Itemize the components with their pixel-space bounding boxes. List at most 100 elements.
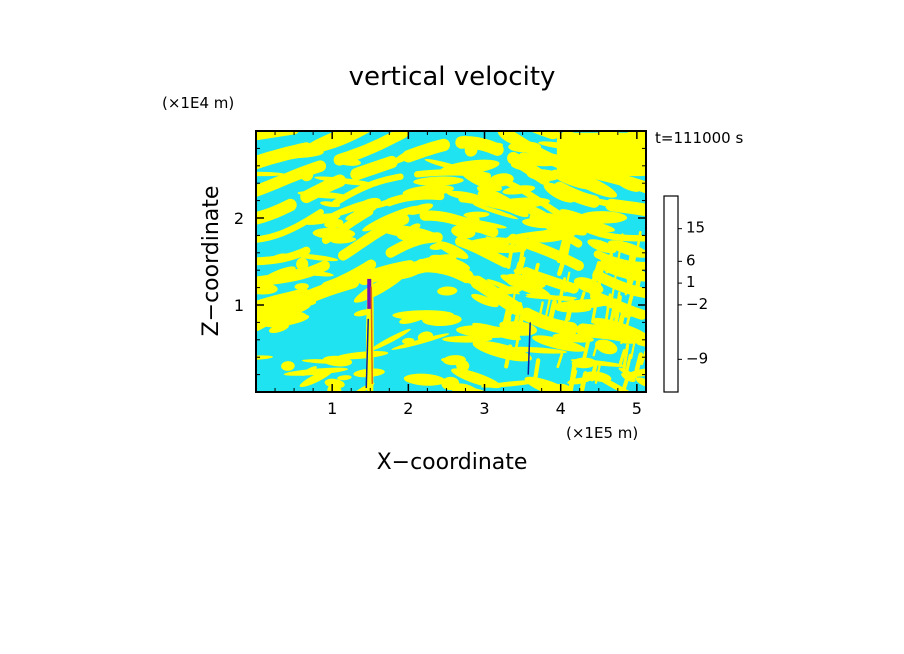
field-striation: [506, 241, 515, 269]
colorbar-tick-label: −9: [686, 349, 708, 367]
velocity-column: [365, 278, 374, 392]
field-blob: [353, 271, 407, 303]
plot-frame: [255, 130, 647, 393]
colorbar-tick-label: −2: [686, 295, 708, 313]
field-striation: [618, 349, 627, 365]
field-blob: [268, 323, 290, 334]
field-blob: [336, 157, 361, 166]
field-blob: [281, 361, 295, 371]
x-tick-label: 3: [479, 399, 489, 418]
wave-band: [256, 136, 646, 225]
field-blob: [407, 203, 434, 215]
field-blob: [594, 339, 618, 355]
field-striation: [504, 344, 513, 369]
x-axis-label: X−coordinate: [377, 450, 528, 475]
field-striation: [592, 340, 599, 357]
x-tick-label: 4: [556, 399, 566, 418]
field-blob: [439, 159, 500, 176]
field-blob: [399, 312, 430, 324]
field-blob: [464, 143, 478, 157]
field-blob: [607, 240, 646, 258]
field-blob: [301, 366, 317, 376]
field-striation: [627, 287, 636, 308]
velocity-columns: [365, 278, 531, 392]
field-blob: [526, 169, 560, 182]
y-tick-label: 2: [234, 209, 244, 228]
field-striation: [579, 371, 588, 392]
field-blob: [617, 138, 646, 148]
field-blob: [300, 168, 314, 182]
y-axis-label: Z−coordinate: [199, 186, 224, 337]
field-striation: [590, 361, 598, 382]
field-blob: [579, 211, 628, 224]
field-blob: [451, 368, 502, 389]
field-striation: [564, 271, 571, 293]
downdraft-edge: [527, 322, 531, 375]
field-blob: [467, 226, 490, 234]
field-striation: [512, 336, 520, 361]
field-striation: [513, 301, 523, 325]
field-blob: [549, 157, 593, 180]
y-tick-label: 1: [234, 296, 244, 315]
field-striation: [547, 299, 557, 323]
field-striation: [609, 298, 618, 323]
plot-area: [256, 131, 646, 392]
field-blob: [324, 378, 345, 389]
field-blob: [524, 376, 577, 392]
field-striation: [537, 301, 544, 324]
field-striation: [610, 273, 617, 301]
field-blob: [480, 379, 543, 388]
field-striation: [556, 288, 564, 311]
field-blob: [509, 274, 546, 290]
field-striation: [633, 268, 643, 296]
field-striation: [621, 375, 630, 392]
field-striation: [502, 304, 510, 325]
field-blob: [396, 232, 431, 243]
field-striation: [513, 261, 523, 281]
field-blob: [617, 181, 640, 192]
colorbar-frame: [663, 195, 679, 393]
field-blob: [525, 293, 575, 301]
field-blob: [460, 169, 502, 192]
field-blob: [413, 176, 464, 186]
field-blob: [485, 236, 518, 252]
field-blob: [391, 333, 450, 350]
field-striation: [591, 298, 599, 324]
field-striation: [544, 299, 551, 320]
field-blob: [353, 197, 381, 215]
colorbar-tick-label: 1: [686, 273, 696, 291]
field-striation: [599, 256, 608, 274]
field-blob: [294, 283, 309, 290]
field-blob: [257, 266, 296, 287]
field-blob: [393, 271, 420, 280]
field-striation: [518, 256, 526, 275]
field-blob: [508, 346, 567, 354]
field-striation: [532, 262, 540, 283]
field-blob: [312, 227, 356, 240]
field-blob: [441, 357, 457, 363]
colorbar-tick-label: 15: [686, 219, 705, 237]
field-striation: [620, 327, 627, 345]
field-blob: [506, 229, 561, 240]
field-blob: [626, 367, 646, 377]
field-striation: [589, 270, 597, 295]
field-striation: [564, 304, 572, 324]
field-blob: [403, 373, 446, 386]
field-blob: [402, 337, 415, 345]
field-striation: [634, 231, 642, 258]
field-striation: [605, 252, 614, 274]
downdraft-edge: [365, 318, 370, 389]
field-blob: [436, 241, 469, 259]
field-striation: [621, 343, 630, 373]
field-blob: [436, 254, 449, 265]
field-blob: [446, 190, 486, 202]
x-unit-label: (×1E5 m): [566, 424, 638, 442]
field-striation: [634, 352, 644, 373]
field-blob: [336, 351, 389, 360]
field-blob: [326, 198, 377, 218]
field-blob: [407, 223, 421, 233]
field-blob: [502, 185, 536, 195]
field-striation: [604, 293, 612, 323]
field-striation: [617, 233, 624, 260]
